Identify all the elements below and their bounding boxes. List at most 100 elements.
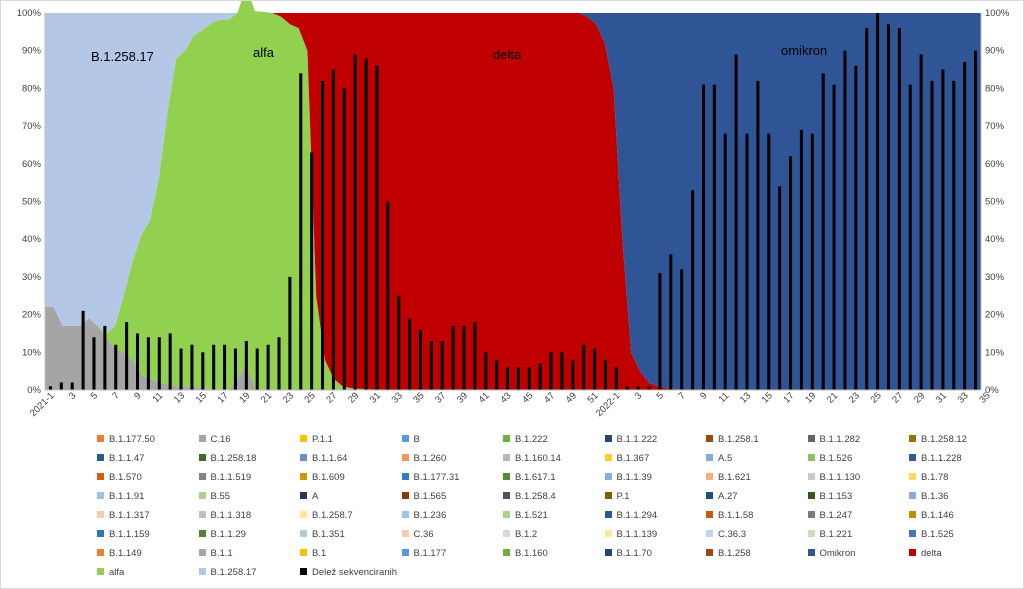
legend-swatch xyxy=(198,510,206,518)
legend-label: B.1.1.139 xyxy=(616,529,658,540)
bar-delez-sekvenciranih xyxy=(310,152,314,390)
y-tick-left: 80% xyxy=(22,83,42,94)
legend-swatch xyxy=(401,472,409,480)
y-tick-left: 70% xyxy=(22,121,42,132)
legend-item: A.5 xyxy=(706,452,732,466)
legend-label: C.36.3 xyxy=(718,529,746,540)
legend-item: B.1.1.39 xyxy=(604,471,652,485)
bar-delez-sekvenciranih xyxy=(680,269,684,390)
legend-item: B.1.565 xyxy=(401,490,446,504)
legend-item: B.1.149 xyxy=(97,547,142,561)
annotation-b12581: B.1.258.17 xyxy=(91,49,154,64)
bar-delez-sekvenciranih xyxy=(941,69,945,391)
bar-delez-sekvenciranih xyxy=(179,348,183,390)
legend-item: B.1.1.64 xyxy=(300,452,347,466)
bar-delez-sekvenciranih xyxy=(669,254,673,390)
x-tick-label: 3 xyxy=(67,390,79,402)
bar-delez-sekvenciranih xyxy=(647,386,651,390)
bar-delez-sekvenciranih xyxy=(223,344,227,390)
legend-swatch xyxy=(909,434,916,442)
legend-swatch xyxy=(604,472,612,480)
bar-delez-sekvenciranih xyxy=(538,363,542,390)
legend-swatch xyxy=(909,491,916,499)
bar-delez-sekvenciranih xyxy=(821,73,825,390)
x-tick-label: 15 xyxy=(760,390,775,405)
legend-item: B.1.1.318 xyxy=(198,509,251,523)
bar-delez-sekvenciranih xyxy=(506,367,510,390)
legend-swatch xyxy=(909,453,916,461)
legend-label: B.1.260 xyxy=(413,453,447,464)
legend-label: B.1.526 xyxy=(819,453,853,464)
bar-delez-sekvenciranih xyxy=(397,295,401,390)
legend-item: B.1.222 xyxy=(503,433,548,447)
legend-item: B.1.1 xyxy=(198,547,233,561)
y-tick-right: 20% xyxy=(985,310,1005,321)
x-tick-label: 11 xyxy=(717,390,732,405)
y-tick-left: 40% xyxy=(22,234,42,245)
legend-item: B.1.525 xyxy=(909,528,954,542)
x-tick-label: 39 xyxy=(455,390,470,405)
legend-item: alfa xyxy=(97,566,124,580)
y-tick-right: 40% xyxy=(985,234,1005,245)
bar-delez-sekvenciranih xyxy=(963,62,967,390)
bar-delez-sekvenciranih xyxy=(854,65,858,390)
legend-swatch xyxy=(706,434,713,442)
y-tick-right: 30% xyxy=(985,272,1005,283)
legend-swatch xyxy=(503,491,510,499)
legend-label: B.1.1.228 xyxy=(921,453,962,464)
area-b-1-258-17 xyxy=(45,1,981,334)
legend-label: B.1.621 xyxy=(718,472,751,483)
legend-label: B.1.258 xyxy=(718,548,751,559)
y-tick-right: 60% xyxy=(985,159,1005,170)
legend-item: B.1.153 xyxy=(807,490,852,504)
legend-item: B.1.177.31 xyxy=(401,471,459,485)
y-tick-left: 30% xyxy=(22,272,42,283)
x-tick-label: 21 xyxy=(825,390,840,405)
legend-label: B.1.160 xyxy=(515,548,548,559)
y-tick-right: 50% xyxy=(985,197,1005,208)
x-tick-label: 27 xyxy=(890,390,905,405)
x-tick-label: 7 xyxy=(676,390,688,402)
legend-label: B.1.222 xyxy=(515,434,548,445)
legend-item: B.1.1.228 xyxy=(909,452,962,466)
legend-item: Omikron xyxy=(807,547,855,561)
legend-label: B.1.221 xyxy=(819,529,853,540)
bar-delez-sekvenciranih xyxy=(288,276,292,390)
legend-swatch xyxy=(706,510,713,518)
legend-swatch xyxy=(604,529,612,537)
bar-delez-sekvenciranih xyxy=(560,352,564,390)
legend-item: delta xyxy=(909,547,942,561)
bar-delez-sekvenciranih xyxy=(266,344,270,390)
legend-item: B.1.1.91 xyxy=(97,490,144,504)
bar-delez-sekvenciranih xyxy=(48,386,52,390)
x-tick-label: 33 xyxy=(956,390,971,405)
legend-label: B.1.160.14 xyxy=(515,453,561,464)
bar-delez-sekvenciranih xyxy=(799,129,803,390)
legend-item: B.1.367 xyxy=(604,452,649,466)
legend-item: B.1 xyxy=(300,547,326,561)
x-tick-label: 19 xyxy=(803,390,818,405)
bar-delez-sekvenciranih xyxy=(157,337,161,390)
x-tick-label: 47 xyxy=(542,390,557,405)
legend-item: B.1.1.519 xyxy=(198,471,251,485)
legend-item: B.1.78 xyxy=(909,471,948,485)
legend-label: B.1.258.7 xyxy=(312,510,353,521)
legend-label: B.1.236 xyxy=(413,510,447,521)
legend-item: B.1.258.17 xyxy=(198,566,256,580)
y-tick-left: 100% xyxy=(17,8,42,19)
bar-delez-sekvenciranih xyxy=(527,367,531,390)
legend-label: P.1 xyxy=(616,491,630,502)
legend-swatch xyxy=(401,491,409,499)
legend-label: B.1.1.64 xyxy=(312,453,348,464)
bar-delez-sekvenciranih xyxy=(636,386,640,390)
bar-delez-sekvenciranih xyxy=(919,54,923,390)
y-tick-right: 90% xyxy=(985,46,1005,57)
legend-label: B.1.351 xyxy=(312,529,345,540)
legend-swatch xyxy=(300,510,307,518)
legend-item: B.1.621 xyxy=(706,471,751,485)
legend-swatch xyxy=(97,548,104,556)
y-tick-left: 10% xyxy=(22,347,42,358)
legend-label: A.5 xyxy=(718,453,733,464)
legend-swatch xyxy=(97,529,104,537)
x-tick-label: 27 xyxy=(324,390,339,405)
